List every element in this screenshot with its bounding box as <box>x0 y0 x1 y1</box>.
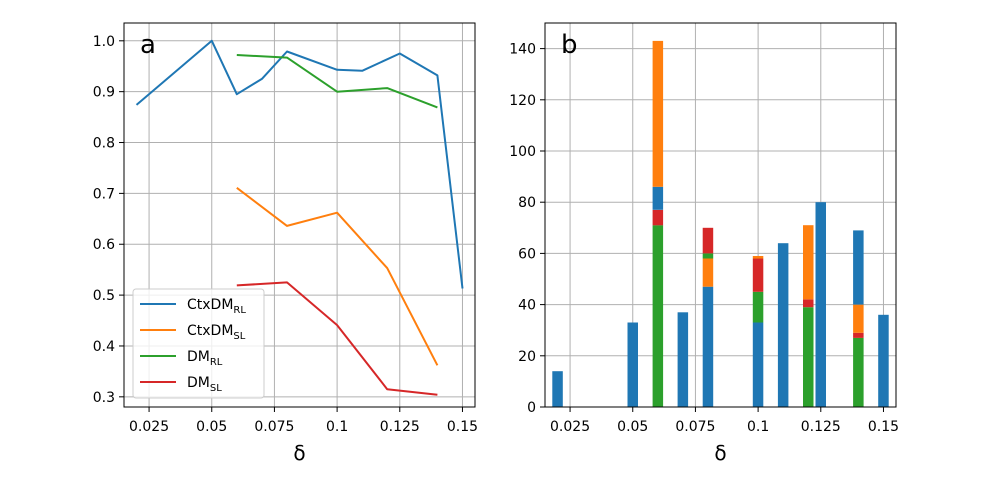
legend-item-ctxdm-rl: CtxDMRL <box>140 297 246 316</box>
legend-label-main: DM <box>187 375 210 391</box>
x-tick-label: 0.05 <box>617 419 648 435</box>
x-tick-label: 0.1 <box>747 419 769 435</box>
y-tick-label: 0.8 <box>93 136 115 152</box>
panel-b-stacked-bar-chart: 0.025 0.05 0.075 0.1 0.125 0.15 0 20 40 60 80 100 12… <box>509 22 899 465</box>
bar-segment-ctxdm-rl <box>677 312 689 407</box>
series-line-dm-sl <box>236 281 438 396</box>
panel-a-x-axis-label: δ <box>293 441 305 465</box>
bar-segment-dm-sl <box>752 258 764 292</box>
x-tick-label: 0.05 <box>196 419 227 435</box>
y-tick-label: 0.9 <box>93 85 115 101</box>
bar-segment-ctxdm-rl <box>702 286 714 407</box>
legend-label-sub: SL <box>210 383 222 394</box>
legend-item-dm-sl: DMSL <box>140 375 222 394</box>
series-line-ctxdm-sl <box>236 187 439 366</box>
legend-label-main: CtxDM <box>187 297 233 313</box>
bar-segment-ctxdm-sl <box>652 40 664 187</box>
x-tick-label: 0.075 <box>254 419 294 435</box>
y-tick-label: 140 <box>509 42 536 58</box>
panel-a-ticks: 0.025 0.05 0.075 0.1 0.125 0.15 0.3 0.4 0.5 0.6 0.… <box>93 34 478 435</box>
bar-segment-ctxdm-rl <box>853 230 864 305</box>
bar-segment-ctxdm-rl <box>552 371 563 407</box>
panel-a-axes-frame <box>123 22 476 408</box>
bar-segment-dm-rl <box>702 253 714 259</box>
bar-segment-dm-rl <box>652 225 664 407</box>
y-tick-label: 0.3 <box>93 390 115 406</box>
bar-segment-ctxdm-rl <box>815 202 826 407</box>
series-line-ctxdm-rl <box>135 39 464 289</box>
y-tick-label: 20 <box>518 349 536 365</box>
legend-label-sub: RL <box>210 357 223 368</box>
x-tick-label: 0.125 <box>801 419 841 435</box>
legend-label-sub: RL <box>233 305 246 316</box>
bar-segment-ctxdm-rl <box>652 186 664 210</box>
panel-a-line-chart: 0.025 0.05 0.075 0.1 0.125 0.15 0.3 0.4 0.5 0.6 0.… <box>93 22 478 465</box>
x-tick-label: 0.075 <box>675 419 715 435</box>
bar-segment-dm-rl <box>803 307 814 407</box>
y-tick-label: 60 <box>518 246 536 262</box>
legend-box <box>132 288 265 399</box>
legend-label-main: CtxDM <box>187 323 233 339</box>
y-tick-label: 120 <box>509 93 536 109</box>
bar-segment-ctxdm-rl <box>777 243 789 407</box>
bar-segment-dm-rl <box>752 291 764 323</box>
panel-b-axes-frame <box>544 22 897 408</box>
y-tick-label: 80 <box>518 195 536 211</box>
panel-b-letter: b <box>561 30 578 60</box>
bar-segment-dm-sl <box>652 209 664 226</box>
y-tick-label: 0 <box>527 400 536 416</box>
bar-segment-dm-sl <box>803 299 814 308</box>
bar-segment-ctxdm-sl <box>702 258 714 287</box>
bar-segment-dm-sl <box>702 227 714 254</box>
panel-a-legend: CtxDMRL CtxDMSL DMRL DMSL <box>132 288 265 399</box>
panel-b-x-axis-label: δ <box>714 441 726 465</box>
y-tick-label: 0.7 <box>93 186 115 202</box>
bar-segment-ctxdm-sl <box>853 304 864 333</box>
legend-label-ctxdm-sl: CtxDMSL <box>187 323 246 342</box>
bar-segment-ctxdm-rl <box>627 322 638 407</box>
legend-label-dm-sl: DMSL <box>187 375 222 394</box>
y-tick-label: 0.6 <box>93 237 115 253</box>
y-tick-label: 1.0 <box>93 34 115 50</box>
y-tick-label: 0.4 <box>93 339 115 355</box>
panel-a-letter: a <box>140 30 156 60</box>
x-tick-label: 0.15 <box>447 419 478 435</box>
panel-a-series <box>135 39 464 396</box>
x-tick-label: 0.15 <box>868 419 899 435</box>
bar-segment-ctxdm-rl <box>878 314 889 407</box>
bar-segment-dm-rl <box>853 337 864 407</box>
x-tick-label: 0.025 <box>550 419 590 435</box>
legend-label-dm-rl: DMRL <box>187 349 223 368</box>
legend-label-ctxdm-rl: CtxDMRL <box>187 297 246 316</box>
x-tick-label: 0.125 <box>380 419 420 435</box>
legend-item-dm-rl: DMRL <box>140 349 223 368</box>
x-tick-label: 0.025 <box>129 419 169 435</box>
y-tick-label: 0.5 <box>93 288 115 304</box>
bar-segment-dm-sl <box>853 332 864 338</box>
panel-b-bars <box>552 40 889 407</box>
legend-label-sub: SL <box>233 331 245 342</box>
legend-label-main: DM <box>187 349 210 365</box>
bar-segment-ctxdm-rl <box>752 322 764 407</box>
y-tick-label: 100 <box>509 144 536 160</box>
bar-segment-ctxdm-sl <box>803 225 814 300</box>
legend-item-ctxdm-sl: CtxDMSL <box>140 323 246 342</box>
x-tick-label: 0.1 <box>326 419 348 435</box>
y-tick-label: 40 <box>518 298 536 314</box>
series-line-dm-rl <box>236 54 438 109</box>
bar-segment-ctxdm-sl <box>752 256 764 259</box>
panel-b-ticks: 0.025 0.05 0.075 0.1 0.125 0.15 0 20 40 60 80 100 12… <box>509 42 899 435</box>
